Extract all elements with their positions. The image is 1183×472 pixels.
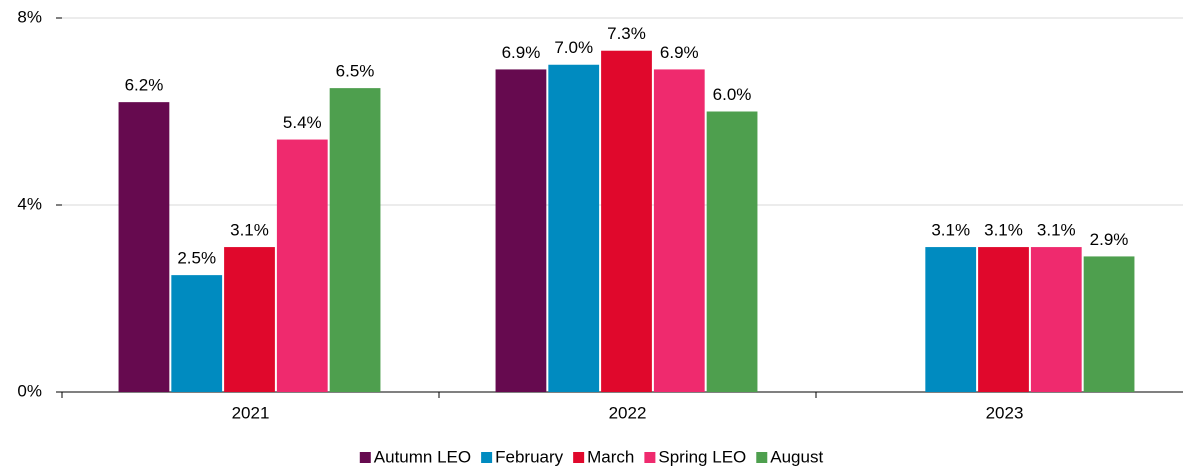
- value-label: 6.5%: [336, 62, 375, 81]
- bar: [601, 50, 652, 392]
- bar: [171, 275, 223, 392]
- value-label: 6.9%: [502, 43, 541, 62]
- value-label: 5.4%: [283, 113, 322, 132]
- x-tick-label: 2021: [232, 403, 270, 422]
- y-tick-label: 8%: [17, 7, 42, 26]
- legend-label: February: [495, 447, 564, 466]
- bar: [548, 64, 600, 392]
- value-label: 7.0%: [554, 38, 593, 57]
- bar: [495, 69, 547, 393]
- bar: [978, 247, 1029, 392]
- bar: [118, 102, 170, 393]
- bar: [224, 247, 275, 392]
- legend-swatch: [756, 452, 768, 463]
- bar: [706, 111, 758, 392]
- value-label: 3.1%: [984, 221, 1023, 240]
- bar: [653, 69, 705, 393]
- value-label: 6.0%: [713, 85, 752, 104]
- bar: [1083, 256, 1135, 392]
- x-tick-label: 2022: [609, 403, 647, 422]
- value-label: 7.3%: [607, 24, 646, 43]
- legend-swatch: [644, 452, 656, 463]
- bar: [329, 88, 381, 392]
- legend-swatch: [481, 452, 493, 463]
- y-tick-label: 4%: [17, 194, 42, 213]
- value-label: 2.9%: [1090, 230, 1129, 249]
- y-tick-label: 0%: [17, 381, 42, 400]
- legend-swatch: [359, 452, 371, 463]
- bar: [276, 139, 328, 392]
- value-label: 6.2%: [125, 76, 164, 95]
- value-label: 3.1%: [1037, 221, 1076, 240]
- value-label: 2.5%: [177, 249, 216, 268]
- value-label: 3.1%: [230, 221, 269, 240]
- value-label: 3.1%: [931, 221, 970, 240]
- legend-label: March: [587, 447, 634, 466]
- legend-swatch: [573, 452, 585, 463]
- legend-label: Spring LEO: [658, 447, 746, 466]
- legend-label: August: [770, 447, 823, 466]
- bar: [925, 247, 977, 392]
- bar: [1030, 247, 1082, 392]
- x-tick-label: 2023: [986, 403, 1024, 422]
- legend-label: Autumn LEO: [374, 447, 471, 466]
- value-label: 6.9%: [660, 43, 699, 62]
